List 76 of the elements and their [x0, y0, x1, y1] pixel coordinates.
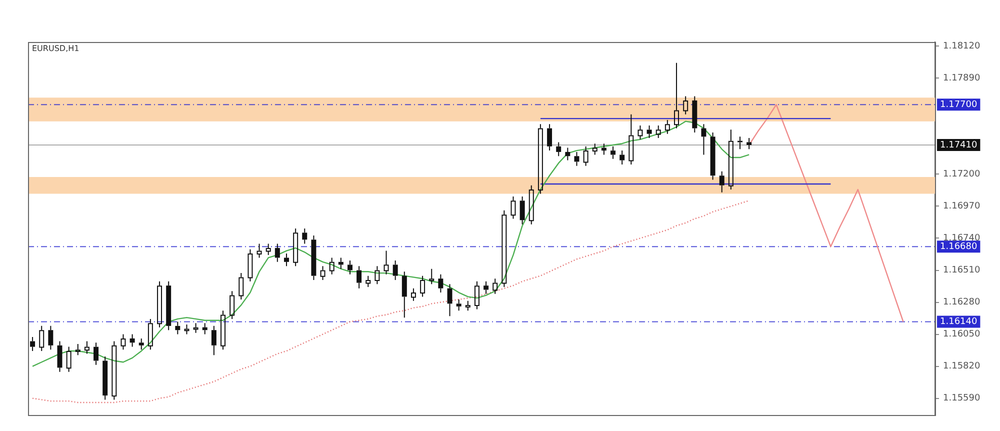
- candlestick: [94, 342, 99, 366]
- candlestick: [592, 143, 598, 156]
- y-tick-label: 1.15820: [943, 362, 980, 372]
- y-tick-label: 1.15590: [943, 394, 980, 404]
- candlestick: [683, 96, 688, 115]
- candlestick: [429, 268, 434, 285]
- candlestick: [438, 274, 444, 294]
- candlestick: [710, 132, 716, 180]
- candlestick: [66, 346, 72, 372]
- candlestick: [130, 334, 135, 348]
- candlestick: [492, 278, 498, 294]
- candlestick: [284, 253, 289, 267]
- y-tick-label: 1.17200: [943, 170, 980, 180]
- candlestick: [184, 324, 190, 335]
- candlestick: [620, 150, 625, 165]
- ref-line-label: 1.17410: [940, 140, 978, 150]
- candlestick: [719, 170, 724, 193]
- candlestick: [248, 248, 253, 282]
- candlestick: [692, 96, 698, 133]
- candlestick: [347, 260, 352, 275]
- candlestick: [274, 243, 280, 262]
- candlestick: [484, 280, 489, 294]
- candlestick: [510, 196, 516, 220]
- candlestick: [628, 114, 634, 165]
- candlestick: [410, 288, 416, 302]
- candlestick: [384, 250, 389, 275]
- y-tick-label: 1.16510: [943, 266, 980, 276]
- candlestick: [230, 290, 235, 320]
- ref-line-label: 1.17700: [940, 100, 978, 110]
- candlestick: [311, 234, 316, 280]
- candlestick: [30, 336, 36, 352]
- candlestick: [574, 151, 580, 166]
- y-tick-label: 1.16050: [943, 330, 980, 340]
- candlestick: [610, 146, 616, 160]
- candlestick: [102, 356, 108, 400]
- ref-line-label: 1.16140: [940, 317, 978, 328]
- candlestick: [220, 310, 226, 350]
- candlestick: [674, 62, 679, 129]
- candlestick: [701, 124, 706, 156]
- candlestick: [193, 322, 198, 334]
- candlestick: [374, 266, 380, 285]
- candlestick: [302, 228, 308, 244]
- candlestick: [520, 196, 525, 225]
- candlestick: [402, 271, 407, 318]
- candlestick: [538, 124, 543, 194]
- candlestick: [583, 146, 588, 166]
- candlestick: [528, 184, 534, 225]
- candlestick: [112, 340, 117, 400]
- ref-line-label: 1.16680: [940, 242, 978, 252]
- chart-title: EURUSD,H1: [32, 44, 80, 54]
- candlestick: [356, 266, 362, 289]
- candlestick: [646, 125, 652, 139]
- candlestick: [556, 142, 562, 157]
- y-tick-label: 1.17890: [943, 74, 980, 84]
- line-series: [32, 200, 750, 404]
- candlestick: [175, 321, 180, 335]
- candlestick: [320, 266, 326, 280]
- candlestick: [48, 325, 54, 350]
- candlestick: [256, 243, 262, 258]
- candlestick: [211, 325, 216, 356]
- y-tick-label: 1.18120: [943, 42, 980, 52]
- candlestick: [565, 147, 570, 161]
- candlestick: [728, 129, 734, 190]
- candlestick: [392, 260, 398, 280]
- candlestick: [664, 119, 670, 134]
- candlestick: [157, 280, 162, 328]
- y-tick-label: 1.16970: [943, 202, 980, 212]
- candlestick: [166, 280, 172, 331]
- candlestick: [746, 138, 752, 150]
- candlestick: [138, 338, 144, 350]
- candlestick: [547, 124, 552, 152]
- candlestick: [456, 298, 462, 312]
- candlestick: [84, 340, 90, 354]
- y-tick-label: 1.16280: [943, 298, 980, 308]
- candlestick: [75, 344, 80, 356]
- candlestick: [329, 257, 334, 275]
